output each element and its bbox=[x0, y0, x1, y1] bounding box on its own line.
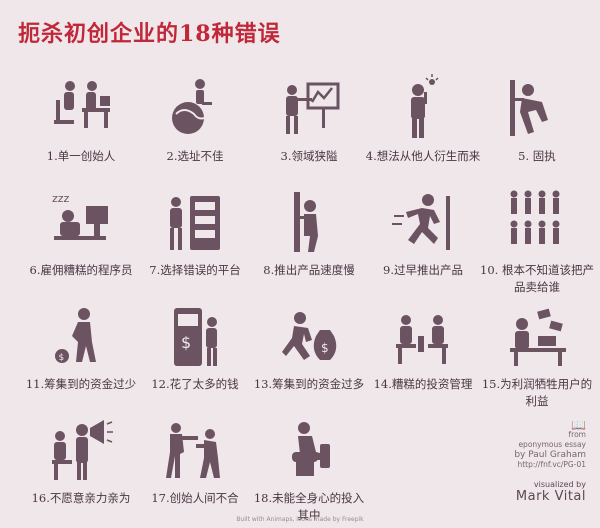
list-item: 17.创始人间不合 bbox=[136, 414, 254, 507]
idea-person-icon bbox=[411, 74, 439, 138]
credits: 📖 from eponymous essay by Paul Graham ht… bbox=[476, 418, 586, 470]
item-label: 10. 根本不知道该把产品卖给谁 bbox=[480, 263, 594, 294]
list-item: $ 13.筹集到的资金过多 bbox=[250, 300, 368, 393]
credits-from: from bbox=[568, 430, 586, 439]
credits-essay: eponymous essay bbox=[518, 440, 586, 449]
item-label: 1.单一创始人 bbox=[46, 149, 116, 163]
sleeping-worker-icon: zzz bbox=[52, 192, 108, 240]
list-item: 4.想法从他人衍生而来 bbox=[364, 72, 482, 165]
item-label: 5. 固执 bbox=[518, 149, 556, 163]
list-item: 5. 固执 bbox=[478, 72, 596, 165]
viz-name: Mark Vital bbox=[515, 489, 586, 504]
office-workers-icon bbox=[54, 81, 110, 128]
presenter-chart-icon bbox=[286, 82, 340, 134]
list-item: 16.不愿意亲力亲为 bbox=[22, 414, 140, 507]
svg-text:$: $ bbox=[59, 353, 65, 363]
item-label: 17.创始人间不合 bbox=[151, 491, 239, 505]
item-label: 13.筹集到的资金过多 bbox=[253, 377, 365, 391]
list-item: 10. 根本不知道该把产品卖给谁 bbox=[478, 186, 596, 296]
list-item: 1.单一创始人 bbox=[22, 72, 140, 165]
credits-author: by Paul Graham bbox=[514, 450, 586, 460]
item-label: 11.筹集到的资金过少 bbox=[25, 377, 137, 391]
book-icon: 📖 bbox=[571, 418, 586, 432]
money-desk-icon bbox=[510, 308, 566, 366]
globe-person-icon bbox=[172, 79, 212, 134]
person-coin-icon: $ bbox=[55, 308, 96, 363]
list-item: 8.推出产品速度慢 bbox=[250, 186, 368, 279]
item-label: 18.未能全身心的投入其中 bbox=[253, 491, 365, 522]
list-item: $ 12.花了太多的钱 bbox=[136, 300, 254, 393]
toilet-person-icon bbox=[292, 422, 330, 476]
running-person-icon bbox=[392, 194, 450, 250]
list-item: 15.为利润牺牲用户的利益 bbox=[478, 300, 596, 410]
item-label: 16.不愿意亲力亲为 bbox=[31, 491, 131, 505]
item-label: 2.选址不佳 bbox=[166, 149, 224, 163]
item-label: 14.糟糕的投资管理 bbox=[373, 377, 473, 391]
footer-credit: Built with Animaps, icons made by Freepi… bbox=[236, 516, 364, 523]
svg-text:$: $ bbox=[181, 333, 191, 352]
item-label: 4.想法从他人衍生而来 bbox=[365, 149, 481, 163]
list-item: 9.过早推出产品 bbox=[364, 186, 482, 279]
list-item: 2.选址不佳 bbox=[136, 72, 254, 165]
crowd-icon bbox=[510, 190, 560, 244]
pushing-wall-icon bbox=[510, 80, 548, 136]
list-item: $ 11.筹集到的资金过少 bbox=[22, 300, 140, 393]
visualized-by: visualized by Mark Vital bbox=[466, 480, 586, 504]
item-label: 9.过早推出产品 bbox=[383, 263, 463, 277]
item-label: 15.为利润牺牲用户的利益 bbox=[481, 377, 593, 408]
svg-text:zzz: zzz bbox=[52, 192, 70, 205]
money-bag-runner-icon: $ bbox=[282, 312, 337, 360]
list-item: 7.选择错误的平台 bbox=[136, 186, 254, 279]
item-label: 8.推出产品速度慢 bbox=[263, 263, 355, 277]
viz-label: visualized by bbox=[533, 480, 586, 489]
item-label: 7.选择错误的平台 bbox=[149, 263, 241, 277]
item-label: 6.雇佣糟糕的程序员 bbox=[29, 263, 133, 277]
person-behind-door-icon bbox=[294, 192, 318, 252]
person-server-icon bbox=[170, 196, 220, 250]
atm-icon: $ bbox=[174, 308, 217, 366]
list-item: 14.糟糕的投资管理 bbox=[364, 300, 482, 393]
item-label: 3.领域狭隘 bbox=[280, 149, 338, 163]
svg-text:$: $ bbox=[321, 341, 329, 355]
item-label: 12.花了太多的钱 bbox=[151, 377, 239, 391]
megaphone-boss-icon bbox=[52, 420, 113, 480]
page-title: 扼杀初创企业的18种错误 bbox=[18, 21, 281, 47]
fighting-people-icon bbox=[166, 423, 220, 478]
meeting-icon bbox=[396, 315, 448, 364]
list-item: 18.未能全身心的投入其中 bbox=[250, 414, 368, 524]
list-item: 3.领域狭隘 bbox=[250, 72, 368, 165]
credits-url[interactable]: http://fnf.vc/PG-01 bbox=[517, 460, 586, 469]
list-item: zzz 6.雇佣糟糕的程序员 bbox=[22, 186, 140, 279]
